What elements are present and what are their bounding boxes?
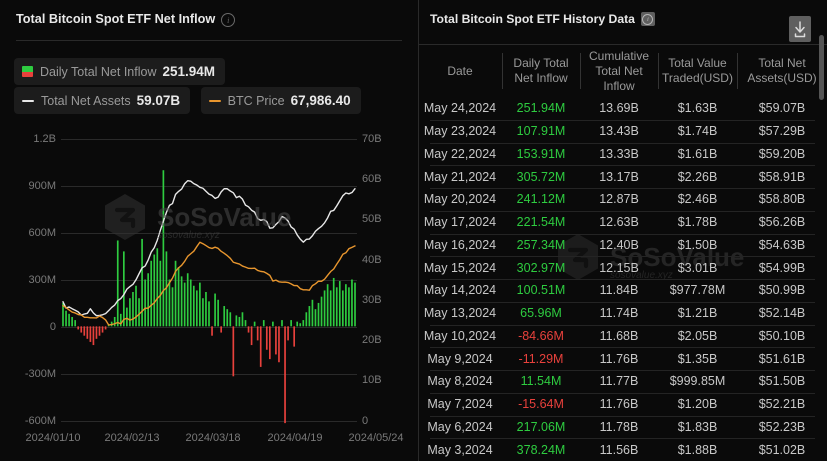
svg-text:SoSoValue: SoSoValue: [157, 202, 291, 232]
svg-text:sosovalue.xyz: sosovalue.xyz: [157, 230, 220, 241]
